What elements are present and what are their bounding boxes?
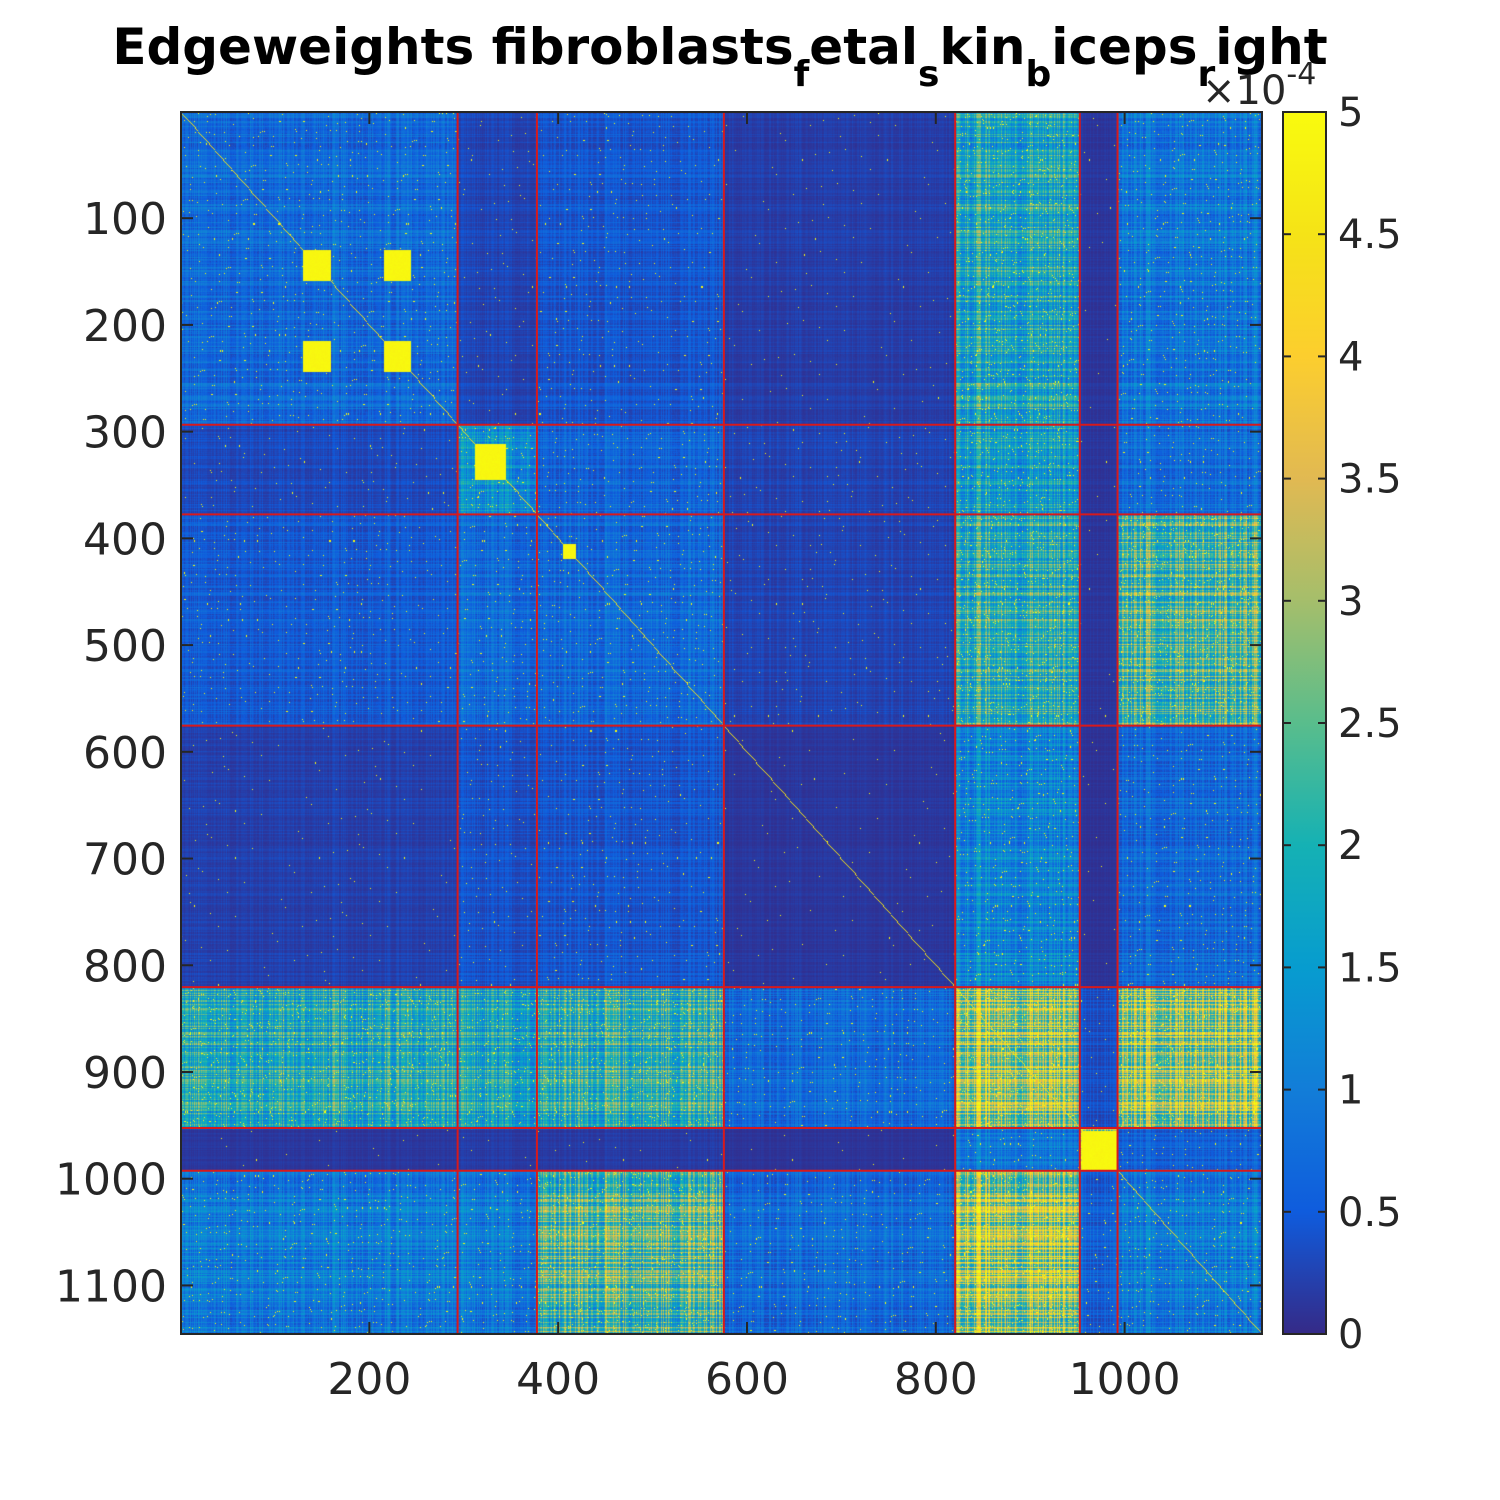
colorbar-tick-label: 4 — [1338, 334, 1363, 380]
colorbar-tick-label: 1.5 — [1338, 945, 1402, 991]
y-tick-label: 800 — [83, 941, 167, 992]
colorbar: 0 0.5 1 1.5 2 2.5 3 3.5 4 4.5 5 ×10-4 — [1202, 57, 1402, 1358]
colorbar-tick-label: 0 — [1338, 1312, 1363, 1358]
heatmap-cells — [181, 112, 1262, 1334]
colorbar-tick-label: 4.5 — [1338, 212, 1402, 258]
colorbar-tick-label: 1 — [1338, 1068, 1363, 1114]
x-tick-label: 200 — [327, 1354, 411, 1405]
y-tick-label: 100 — [83, 194, 167, 245]
y-axis: 100 200 300 400 500 600 700 800 900 1000 1100 — [55, 194, 1262, 1312]
x-tick-label: 400 — [516, 1354, 600, 1405]
colorbar-tick-label: 3 — [1338, 579, 1363, 625]
y-tick-label: 1100 — [55, 1261, 167, 1312]
x-tick-label: 1000 — [1069, 1354, 1181, 1405]
x-tick-label: 800 — [894, 1354, 978, 1405]
cluster-boundaries — [181, 112, 1262, 1334]
y-tick-label: 400 — [83, 514, 167, 565]
y-tick-label: 900 — [83, 1048, 167, 1099]
colorbar-tick-label: 0.5 — [1338, 1190, 1402, 1236]
chart-title: Edgeweights fibroblastsfetalskinbicepsri… — [112, 18, 1327, 95]
y-tick-label: 700 — [83, 835, 167, 886]
y-tick-label: 1000 — [55, 1155, 167, 1206]
colorbar-ticks: 0 0.5 1 1.5 2 2.5 3 3.5 4 4.5 5 — [1283, 90, 1402, 1358]
plot-frame — [180, 111, 1263, 1335]
y-tick-label: 200 — [83, 301, 167, 352]
colorbar-tick-label: 5 — [1338, 90, 1363, 136]
x-axis: 200 400 600 800 1000 — [327, 112, 1181, 1405]
y-tick-label: 600 — [83, 728, 167, 779]
y-tick-label: 300 — [83, 408, 167, 459]
colorbar-tick-label: 2.5 — [1338, 701, 1402, 747]
colorbar-tick-label: 3.5 — [1338, 457, 1402, 503]
heatmap-plot — [180, 111, 1263, 1335]
colorbar-multiplier: ×10-4 — [1202, 57, 1316, 114]
y-tick-label: 500 — [83, 621, 167, 672]
colorbar-tick-label: 2 — [1338, 823, 1363, 869]
x-tick-label: 600 — [705, 1354, 789, 1405]
